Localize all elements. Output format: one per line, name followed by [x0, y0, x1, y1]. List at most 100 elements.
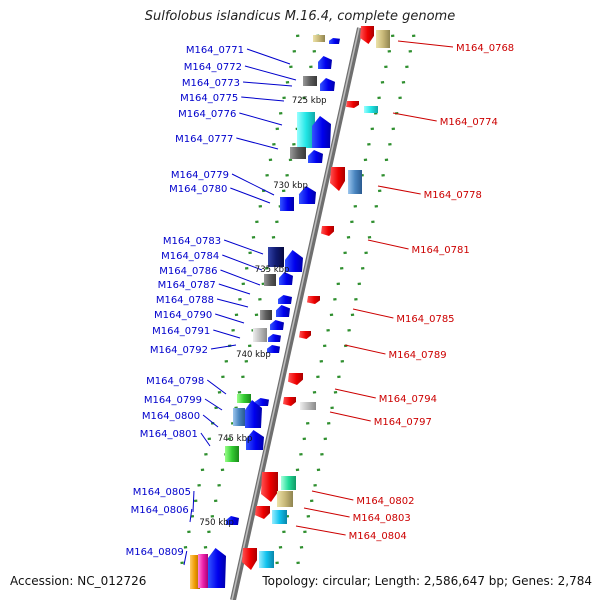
gene-label-reverse: M164_0804 [349, 531, 407, 542]
gene-arrow [208, 548, 226, 588]
gene-feature [348, 170, 362, 194]
label-leader [392, 112, 437, 122]
gene-feature [198, 554, 208, 588]
label-leader [202, 414, 219, 428]
gene-feature [190, 555, 200, 589]
label-leader [204, 398, 223, 411]
gene-label-forward: M164_0786 [159, 266, 217, 277]
gene-label-forward: M164_0777 [175, 134, 233, 145]
label-leader [216, 298, 249, 308]
gene-arrow [318, 56, 332, 69]
label-leader [192, 490, 195, 513]
gene-label-forward: M164_0776 [178, 109, 236, 120]
label-leader [210, 344, 237, 350]
label-leader [334, 388, 376, 399]
gene-feature [272, 510, 287, 524]
gene-arrow [299, 186, 316, 204]
label-leader [218, 283, 251, 295]
genome-backbone [230, 27, 363, 600]
label-leader [223, 239, 264, 255]
gene-feature [260, 310, 272, 320]
gene-label-reverse: M164_0785 [396, 314, 454, 325]
gene-arrow [330, 167, 345, 191]
gene-arrow [299, 331, 311, 339]
gene-label-forward: M164_0784 [161, 251, 219, 262]
gene-feature [281, 476, 296, 490]
scale-label: 750 kbp [199, 518, 234, 528]
gene-arrow [308, 150, 323, 163]
gene-label-forward: M164_0779 [171, 170, 229, 181]
gene-feature [303, 76, 317, 86]
label-leader [189, 508, 193, 523]
label-leader [377, 185, 421, 195]
label-leader [329, 411, 371, 422]
gene-arrow [245, 400, 262, 428]
gene-label-forward: M164_0775 [180, 93, 238, 104]
gene-arrow [321, 226, 334, 236]
gene-label-forward: M164_0771 [186, 45, 244, 56]
gene-label-forward: M164_0772 [184, 62, 242, 73]
gene-feature [280, 197, 294, 211]
gene-arrow [226, 516, 239, 525]
gene-label-forward: M164_0805 [133, 487, 191, 498]
label-leader [236, 137, 279, 150]
gene-feature [277, 491, 293, 507]
label-leader [352, 308, 394, 319]
label-leader [367, 239, 409, 250]
gene-feature [233, 408, 245, 426]
gene-label-reverse: M164_0778 [424, 190, 482, 201]
gene-arrow [267, 345, 280, 353]
gene-label-forward: M164_0798 [146, 376, 204, 387]
gene-feature [264, 274, 276, 286]
gene-label-reverse: M164_0802 [356, 496, 414, 507]
gene-feature [225, 446, 239, 462]
gene-arrow [255, 398, 269, 406]
gene-label-forward: M164_0791 [152, 326, 210, 337]
gene-label-forward: M164_0792 [150, 345, 208, 356]
gene-label-forward: M164_0790 [154, 310, 212, 321]
gene-feature [253, 328, 267, 342]
genome-backbone-highlight [231, 27, 360, 600]
label-leader [344, 344, 386, 355]
label-leader [244, 65, 297, 81]
label-leader [397, 40, 454, 48]
gene-arrow [283, 397, 296, 406]
gene-label-reverse: M164_0781 [412, 245, 470, 256]
gene-arrow [288, 373, 303, 385]
label-leader [215, 313, 245, 324]
label-leader [246, 48, 291, 65]
gene-arrow [329, 38, 340, 44]
scale-label: 725 kbp [292, 96, 327, 106]
label-leader [231, 173, 275, 196]
label-leader [230, 187, 271, 204]
label-leader [206, 379, 227, 395]
gene-arrow [279, 272, 293, 285]
gene-arrow [360, 26, 374, 44]
gene-feature [376, 30, 390, 48]
label-leader [311, 490, 354, 501]
gene-label-reverse: M164_0774 [440, 117, 498, 128]
gene-label-forward: M164_0787 [158, 280, 216, 291]
label-leader [213, 329, 241, 339]
gene-label-forward: M164_0783 [163, 236, 221, 247]
gene-feature [364, 106, 378, 113]
gene-label-reverse: M164_0803 [353, 513, 411, 524]
label-leader [239, 112, 283, 126]
gene-label-forward: M164_0806 [131, 505, 189, 516]
gene-label-forward: M164_0799 [144, 395, 202, 406]
gene-label-forward: M164_0788 [156, 295, 214, 306]
gene-label-forward: M164_0773 [182, 78, 240, 89]
gene-label-forward: M164_0809 [126, 547, 184, 558]
label-leader [295, 525, 346, 536]
genome-title: Sulfolobus islandicus M.16.4, complete g… [144, 9, 456, 24]
gene-label-forward: M164_0801 [140, 429, 198, 440]
gene-arrow [312, 116, 331, 148]
label-leader [222, 254, 263, 271]
gene-arrow [346, 101, 359, 108]
gene-label-reverse: M164_0794 [379, 394, 437, 405]
scale-label: 740 kbp [236, 350, 271, 360]
gene-arrow [261, 472, 278, 502]
gene-arrow [276, 305, 290, 317]
gene-arrow [278, 295, 292, 304]
